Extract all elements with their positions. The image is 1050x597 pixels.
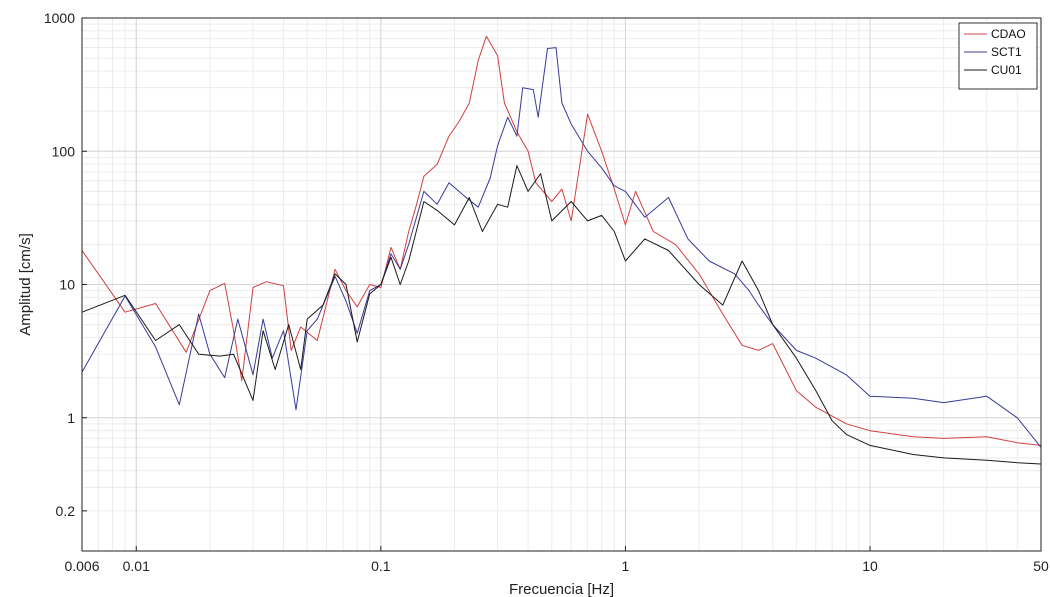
y-axis-ticks: 0.2 1 10 100 1000 [44, 10, 87, 519]
x-tick-label: 0.006 [64, 558, 99, 574]
y-tick-label: 10 [59, 277, 75, 293]
y-tick-label: 0.2 [56, 503, 76, 519]
legend-label: SCT1 [991, 45, 1022, 59]
x-tick-label: 0.01 [123, 558, 150, 574]
x-tick-label: 1 [622, 558, 630, 574]
series-line-sct1 [81, 47, 1042, 448]
x-tick-label: 10 [862, 558, 878, 574]
y-tick-label: 1000 [44, 10, 75, 26]
series-line-cdao [81, 35, 1042, 446]
y-tick-label: 1 [67, 410, 75, 426]
legend: CDAO SCT1 CU01 [958, 22, 1038, 90]
x-axis-label: Frecuencia [Hz] [509, 581, 614, 597]
x-tick-label: 50 [1033, 558, 1049, 574]
series-layer [81, 35, 1042, 465]
y-axis-label: Amplitud [cm/s] [17, 233, 34, 336]
x-axis-ticks: 0.006 0.01 0.1 1 10 50 [64, 546, 1049, 574]
x-tick-label: 0.1 [371, 558, 391, 574]
series-line-cu01 [81, 165, 1042, 465]
legend-label: CDAO [991, 27, 1026, 41]
y-tick-label: 100 [52, 143, 76, 159]
legend-label: CU01 [991, 63, 1022, 77]
